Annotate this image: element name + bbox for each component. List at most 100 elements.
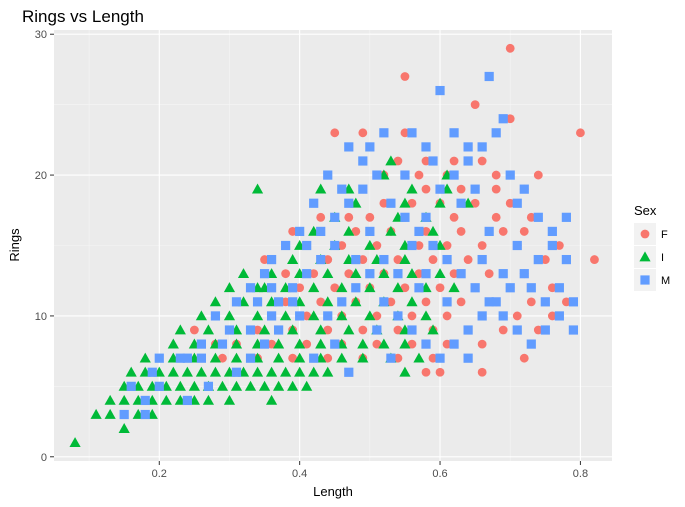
point-M bbox=[463, 353, 473, 363]
point-F bbox=[421, 184, 431, 194]
point-M bbox=[119, 409, 129, 420]
point-M bbox=[154, 353, 164, 363]
point-M bbox=[435, 85, 445, 96]
point-I bbox=[315, 338, 327, 349]
point-M bbox=[259, 269, 270, 279]
point-F bbox=[590, 255, 599, 264]
point-I bbox=[223, 310, 236, 321]
point-F bbox=[421, 227, 431, 236]
point-I bbox=[104, 394, 116, 405]
point-F bbox=[442, 311, 452, 321]
point-M bbox=[505, 283, 515, 293]
point-I bbox=[188, 380, 200, 391]
point-I bbox=[251, 183, 264, 194]
point-I bbox=[343, 324, 355, 335]
y-tick-label: 0 bbox=[41, 452, 47, 464]
point-I bbox=[273, 380, 285, 391]
point-F bbox=[358, 128, 368, 138]
point-F bbox=[477, 339, 487, 349]
point-F bbox=[386, 297, 396, 307]
point-F bbox=[295, 283, 305, 293]
point-M bbox=[519, 184, 529, 194]
point-M bbox=[266, 254, 277, 265]
point-M bbox=[477, 311, 487, 321]
point-I bbox=[202, 324, 215, 335]
point-I bbox=[364, 282, 376, 293]
point-M bbox=[245, 353, 256, 363]
legend-marker-F bbox=[640, 229, 650, 239]
point-F bbox=[281, 297, 291, 307]
point-M bbox=[309, 198, 319, 208]
point-M bbox=[484, 297, 494, 307]
point-F bbox=[344, 269, 354, 279]
point-M bbox=[505, 170, 515, 180]
point-M bbox=[344, 367, 354, 377]
point-I bbox=[174, 380, 186, 391]
point-I bbox=[216, 380, 229, 391]
point-I bbox=[385, 155, 397, 166]
point-M bbox=[274, 325, 284, 335]
point-I bbox=[69, 437, 81, 448]
point-M bbox=[266, 311, 277, 321]
point-M bbox=[470, 283, 480, 293]
point-I bbox=[413, 352, 425, 363]
point-I bbox=[209, 352, 222, 363]
point-F bbox=[512, 311, 522, 321]
point-I bbox=[322, 296, 334, 307]
point-M bbox=[554, 283, 564, 293]
point-M bbox=[182, 395, 192, 406]
point-M bbox=[154, 381, 164, 391]
point-F bbox=[309, 269, 319, 279]
point-I bbox=[308, 282, 320, 293]
point-I bbox=[258, 380, 271, 391]
data-points bbox=[69, 43, 599, 448]
point-F bbox=[540, 255, 550, 264]
legend-label-I: I bbox=[661, 252, 664, 264]
point-I bbox=[350, 268, 362, 279]
point-M bbox=[372, 325, 382, 335]
point-M bbox=[323, 311, 333, 321]
point-I bbox=[104, 408, 116, 419]
point-M bbox=[484, 226, 494, 237]
point-F bbox=[456, 297, 466, 307]
point-M bbox=[393, 269, 403, 279]
point-M bbox=[288, 297, 298, 307]
point-I bbox=[237, 268, 250, 279]
point-I bbox=[385, 225, 397, 236]
x-tick-label: 0.2 bbox=[152, 468, 167, 480]
point-I bbox=[125, 366, 137, 377]
point-F bbox=[407, 311, 417, 321]
point-I bbox=[223, 282, 236, 293]
point-I bbox=[258, 324, 271, 335]
point-I bbox=[280, 310, 292, 321]
point-I bbox=[378, 338, 390, 349]
point-M bbox=[449, 170, 459, 180]
point-F bbox=[407, 339, 417, 349]
point-M bbox=[316, 226, 326, 237]
point-M bbox=[554, 311, 564, 321]
point-M bbox=[147, 367, 157, 377]
point-M bbox=[393, 311, 403, 321]
point-F bbox=[400, 283, 410, 293]
point-M bbox=[421, 269, 431, 279]
point-M bbox=[344, 198, 354, 208]
point-M bbox=[484, 71, 494, 82]
point-M bbox=[561, 212, 571, 222]
point-F bbox=[253, 325, 262, 335]
point-I bbox=[273, 338, 285, 349]
point-M bbox=[400, 212, 410, 222]
legend-title: Sex bbox=[634, 203, 657, 218]
point-M bbox=[295, 311, 305, 321]
point-F bbox=[498, 325, 508, 335]
point-M bbox=[498, 311, 508, 321]
point-M bbox=[533, 212, 543, 222]
point-M bbox=[351, 283, 361, 293]
point-M bbox=[442, 297, 452, 307]
point-I bbox=[280, 366, 292, 377]
x-tick-label: 0.6 bbox=[432, 468, 447, 480]
point-F bbox=[547, 311, 557, 321]
point-I bbox=[174, 324, 186, 335]
point-F bbox=[421, 156, 431, 166]
point-I bbox=[308, 366, 320, 377]
point-I bbox=[287, 380, 299, 391]
